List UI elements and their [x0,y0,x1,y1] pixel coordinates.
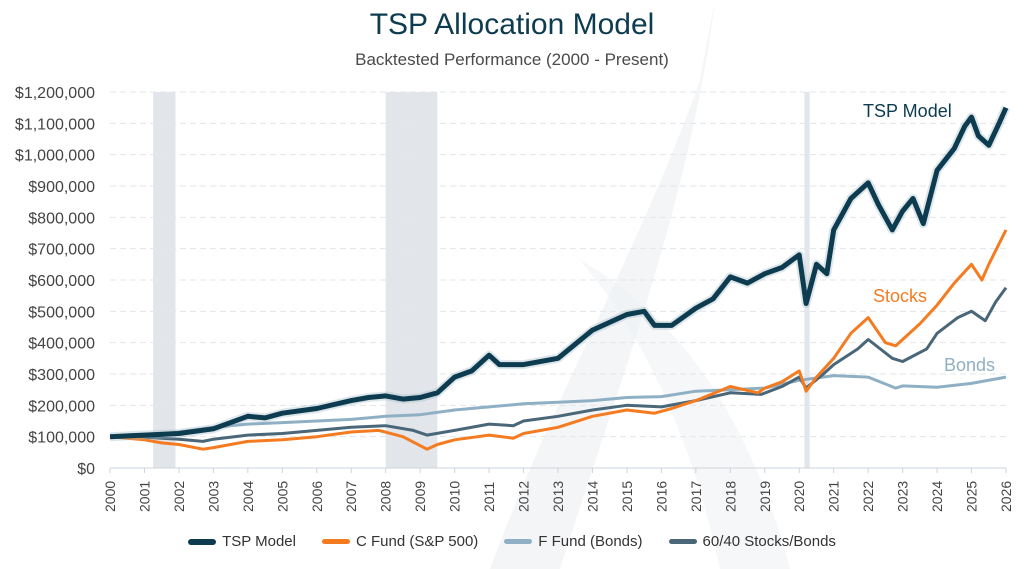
legend-label: 60/40 Stocks/Bonds [702,533,836,550]
legend-swatch [322,539,350,544]
legend-label: TSP Model [222,533,296,550]
legend-label: F Fund (Bonds) [538,533,643,550]
y-tick-label: $700,000 [28,242,95,259]
y-tick-label: $1,100,000 [15,116,95,133]
x-tick-label: 2013 [550,481,566,512]
x-tick-label: 2019 [757,481,773,512]
label-tsp-model: TSP Model [863,101,952,121]
legend-swatch [668,539,697,544]
x-tick-label: 2005 [274,481,290,512]
label-bonds: Bonds [944,355,995,375]
y-tick-label: $0 [77,461,95,478]
x-tick-label: 2002 [171,481,187,512]
x-tick-label: 2023 [895,481,911,512]
chart-title: TSP Allocation Model [369,8,655,41]
legend-swatch [504,539,533,544]
watermark-sail [490,0,790,569]
series-line-tsp-model [109,106,1009,440]
chart-subtitle: Backtested Performance (2000 - Present) [355,50,669,69]
x-tick-label: 2022 [860,481,876,512]
x-tick-label: 2018 [722,481,738,512]
y-tick-label: $900,000 [28,179,95,196]
x-tick-label: 2021 [826,481,842,512]
legend-swatch [188,538,217,545]
x-tick-label: 2011 [481,482,497,512]
x-tick-label: 2004 [240,481,256,512]
x-tick-label: 2025 [964,481,980,512]
y-tick-label: $500,000 [28,304,95,321]
series-glow-tsp-model [109,105,1011,442]
legend-item-c-fund: C Fund (S&P 500) [322,533,478,550]
y-tick-label: $100,000 [28,430,95,447]
x-tick-label: 2017 [688,481,704,512]
x-tick-label: 2001 [136,481,152,512]
y-tick-label: $1,000,000 [15,148,95,165]
y-tick-label: $800,000 [28,210,95,227]
x-tick-label: 2020 [791,481,807,512]
x-tick-label: 2024 [929,481,945,512]
x-tick-label: 2012 [516,481,532,512]
x-tick-label: 2014 [584,481,600,512]
x-tick-label: 2003 [205,481,221,512]
series-line-f-fund-bonds [109,374,1007,439]
x-tick-label: 2007 [343,481,359,512]
x-tick-label: 2008 [378,481,394,512]
legend-item-tsp-model: TSP Model [188,533,296,550]
series-line-c-fund-s-p-500 [109,229,1008,451]
x-tick-label: 2006 [309,481,325,512]
label-stocks: Stocks [873,286,927,306]
x-tick-label: 2000 [102,481,118,512]
y-tick-label: $600,000 [28,273,95,290]
legend: TSP Model C Fund (S&P 500) F Fund (Bonds… [0,533,1024,550]
x-tick-label: 2015 [619,481,635,512]
y-tick-label: $300,000 [28,367,95,384]
x-tick-label: 2010 [447,481,463,512]
x-tick-label: 2009 [412,481,428,512]
legend-label: C Fund (S&P 500) [356,533,479,550]
recession-shade [804,92,810,468]
y-tick-label: $1,200,000 [15,85,95,102]
legend-item-f-fund: F Fund (Bonds) [504,533,643,550]
legend-item-60-40: 60/40 Stocks/Bonds [668,533,836,550]
x-tick-label: 2016 [653,481,669,512]
x-tick-label: 2026 [998,481,1014,512]
y-tick-label: $400,000 [28,336,95,353]
y-tick-label: $200,000 [28,398,95,415]
series-line-60-40-stocks-bonds [109,286,1008,443]
